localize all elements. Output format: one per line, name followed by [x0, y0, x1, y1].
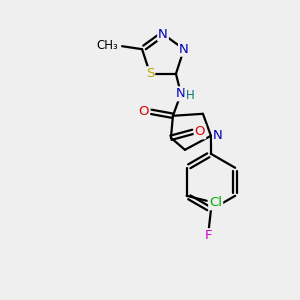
Text: O: O — [139, 105, 149, 118]
Text: N: N — [179, 43, 189, 56]
Text: H: H — [186, 89, 194, 102]
Text: CH₃: CH₃ — [96, 39, 118, 52]
Text: O: O — [195, 125, 205, 138]
Text: Cl: Cl — [209, 196, 222, 209]
Text: N: N — [213, 129, 223, 142]
Text: N: N — [176, 87, 186, 100]
Text: N: N — [158, 28, 168, 40]
Text: F: F — [205, 229, 213, 242]
Text: S: S — [146, 67, 154, 80]
